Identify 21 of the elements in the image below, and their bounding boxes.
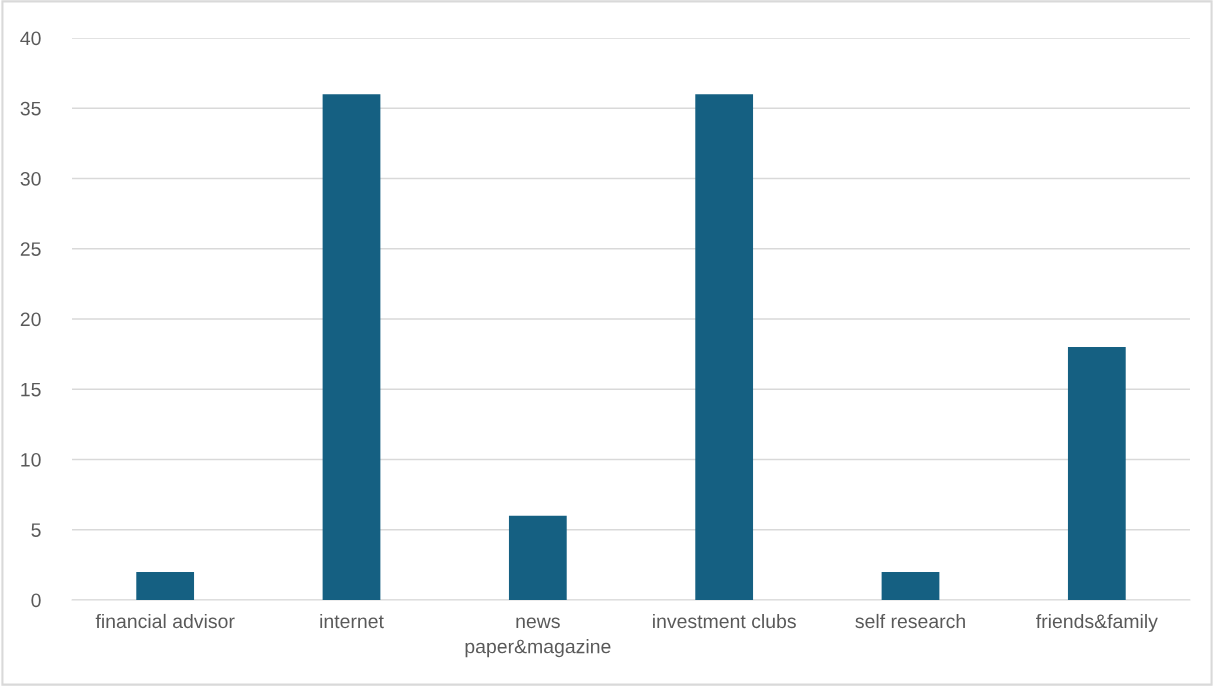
bar bbox=[695, 94, 754, 600]
bar bbox=[508, 515, 567, 600]
bar bbox=[136, 571, 195, 600]
y-tick-label: 25 bbox=[20, 242, 41, 256]
bar bbox=[1067, 347, 1126, 600]
y-tick-label: 20 bbox=[20, 312, 41, 327]
x-tick-label: news paper&magazine bbox=[465, 617, 611, 658]
y-tick-label: 5 bbox=[31, 523, 41, 537]
y-tick-label: 30 bbox=[20, 171, 41, 186]
bar bbox=[881, 571, 940, 600]
bar bbox=[322, 94, 381, 600]
x-tick-label: friends&family bbox=[1036, 613, 1158, 633]
y-tick-label: 40 bbox=[20, 31, 41, 46]
y-tick-label: 15 bbox=[21, 382, 41, 397]
x-tick-label: financial advisor bbox=[95, 613, 235, 629]
x-tick-label: investment clubs bbox=[653, 613, 796, 629]
x-tick-label: internet bbox=[320, 613, 384, 629]
y-tick-label: 10 bbox=[21, 452, 41, 467]
x-tick-label: self research bbox=[855, 613, 965, 629]
y-tick-label: 0 bbox=[31, 593, 41, 608]
y-tick-label: 35 bbox=[20, 101, 41, 116]
